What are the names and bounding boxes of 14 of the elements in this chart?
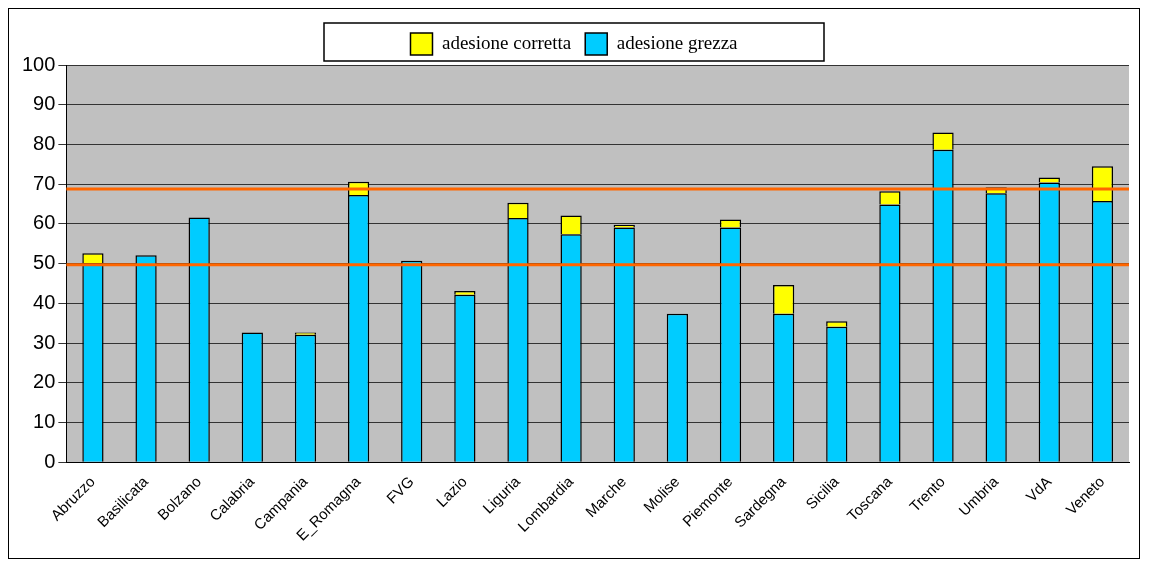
y-tick-label: 90 (33, 92, 56, 115)
y-tick-label: 10 (33, 410, 56, 433)
y-tick-label: 20 (33, 370, 56, 393)
y-tick-label: 60 (33, 211, 56, 234)
y-tick-label: 70 (33, 171, 56, 194)
x-tick-label: VdA (1022, 472, 1055, 505)
y-tick-label: 0 (44, 449, 56, 472)
legend-label: adesione corretta (441, 31, 572, 53)
y-tick-label: 30 (33, 330, 56, 353)
y-tick-label: 100 (21, 52, 56, 75)
y-tick-label: 50 (33, 251, 56, 274)
y-tick-label: 80 (33, 131, 56, 154)
legend-label: adesione grezza (616, 31, 739, 53)
y-tick-label: 40 (33, 290, 56, 313)
